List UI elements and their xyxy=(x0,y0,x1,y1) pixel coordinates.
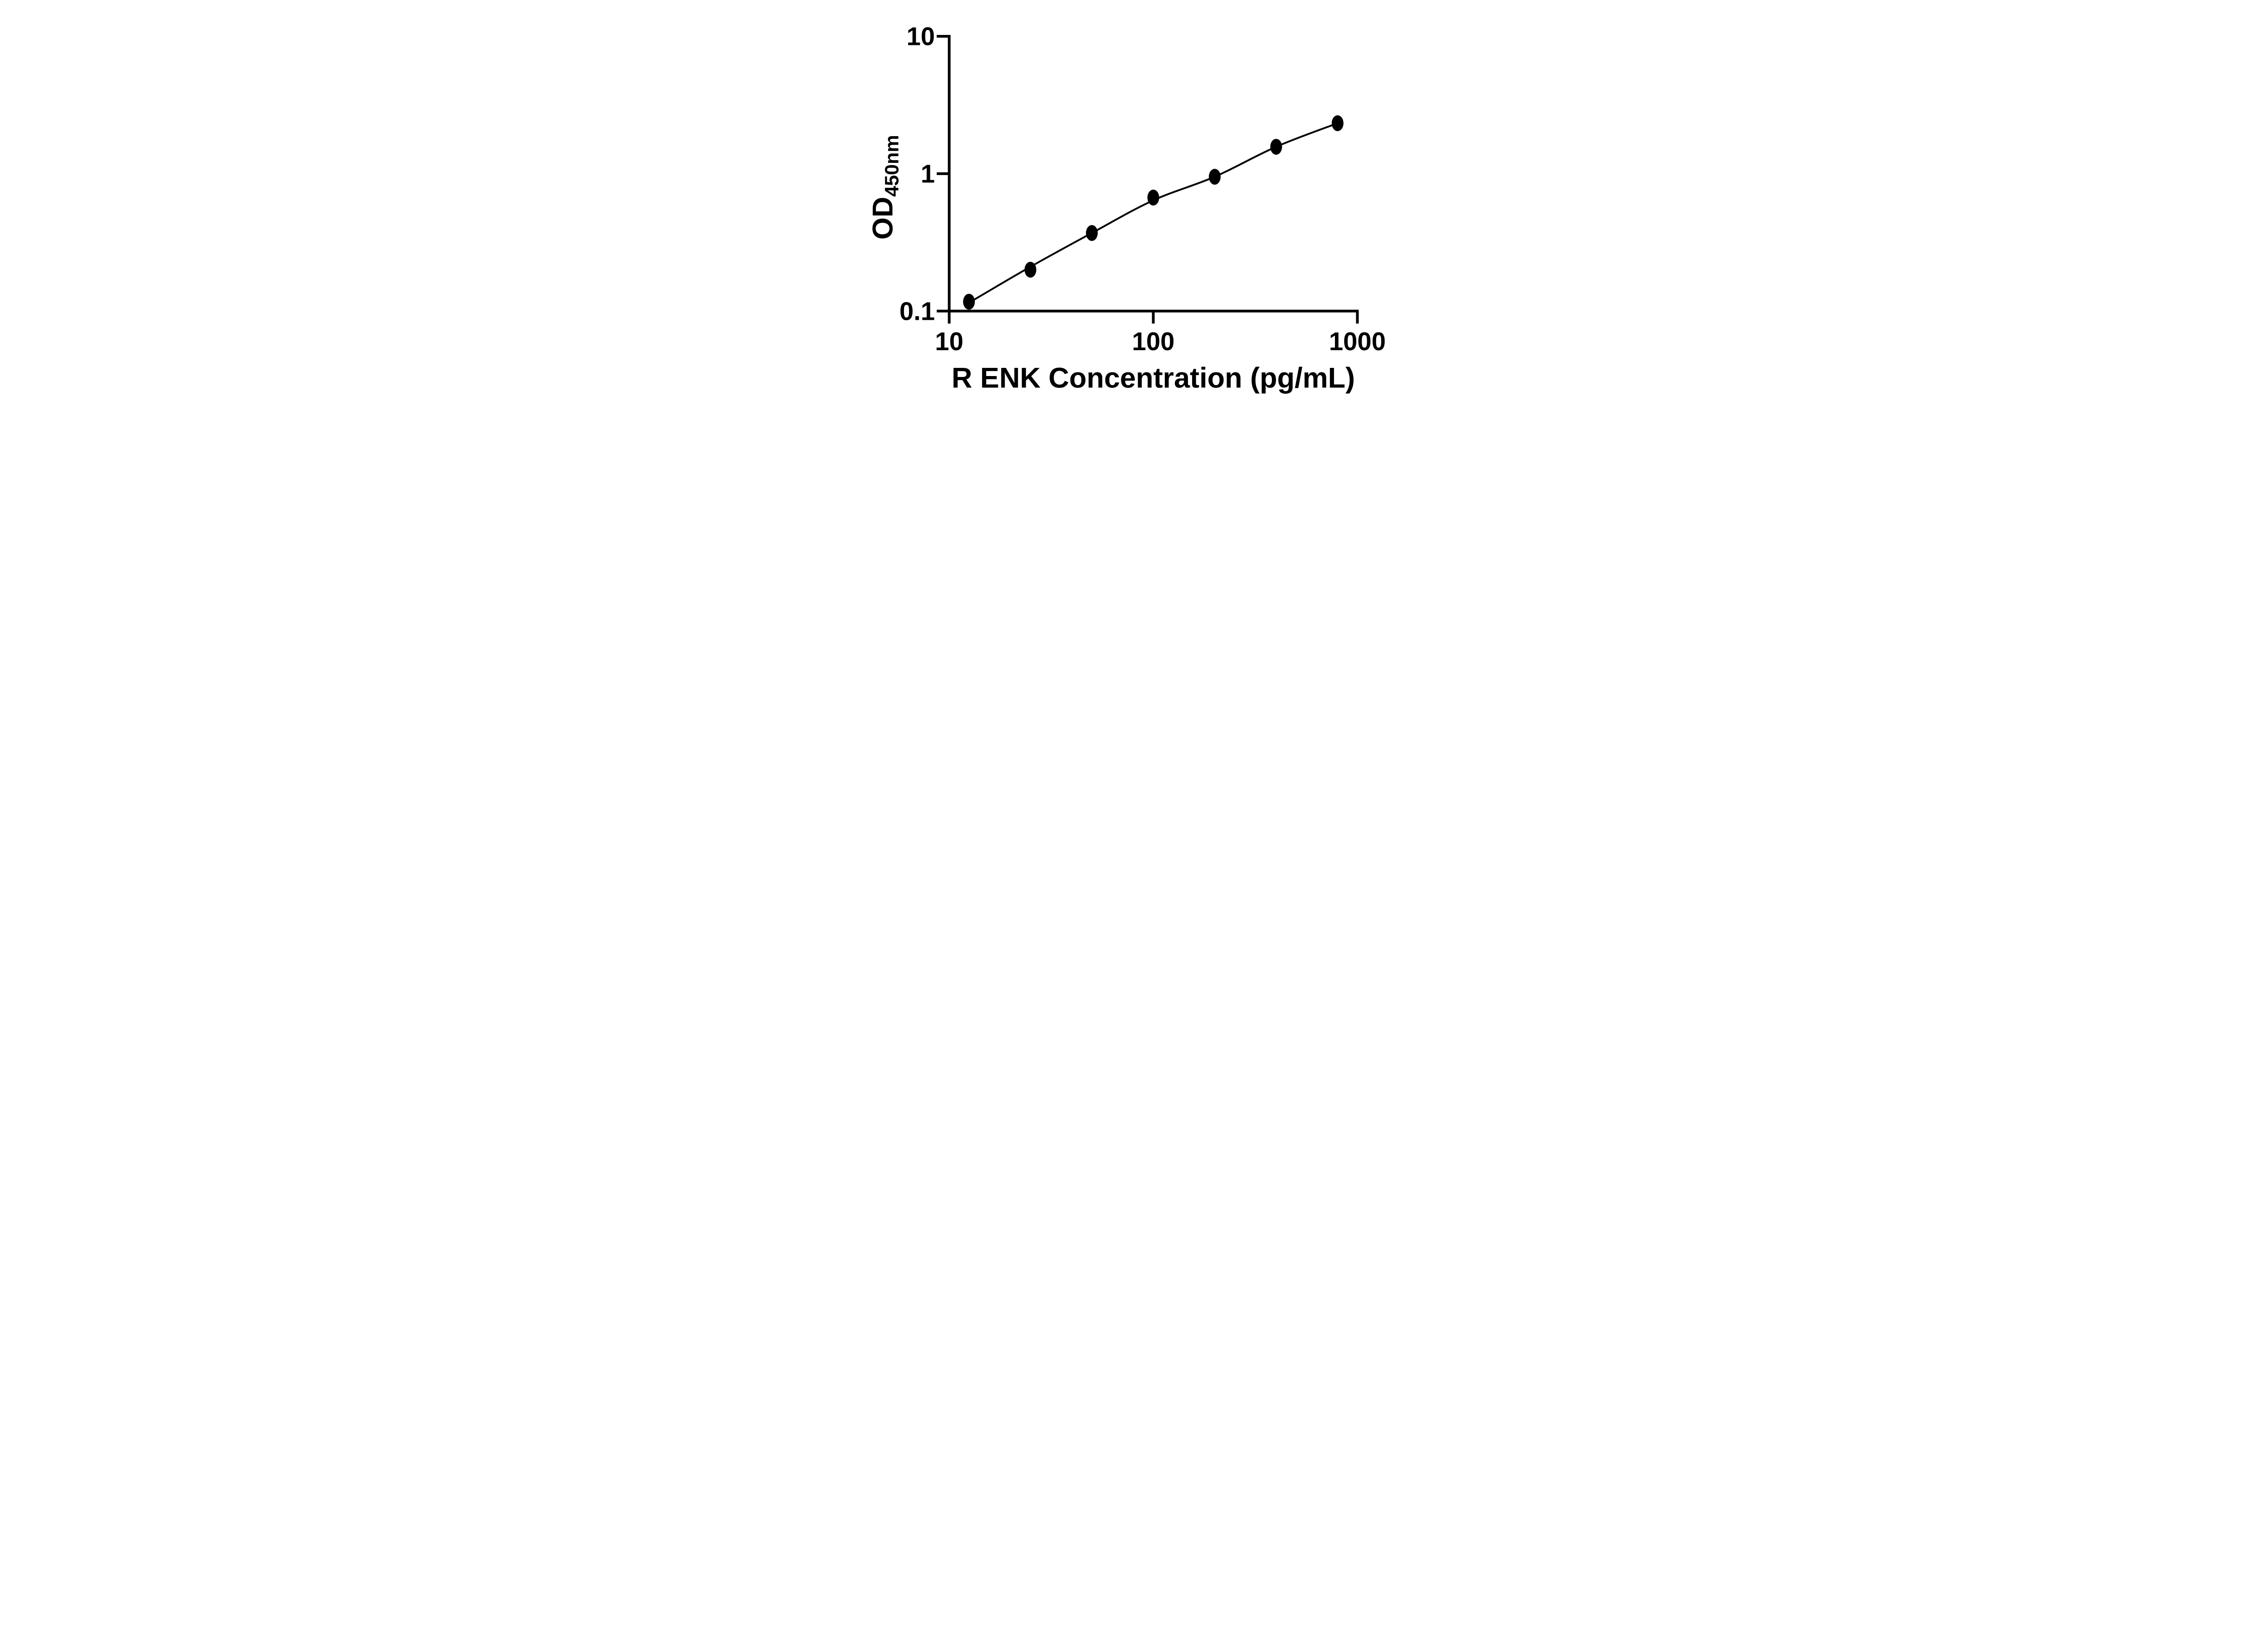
data-point xyxy=(963,293,975,310)
elisa-standard-curve-figure: 0.1 1 10 10 100 1000 R ENK Concentration (pg/m… xyxy=(848,0,1420,409)
fit-curve xyxy=(968,122,1338,304)
data-point xyxy=(1208,169,1221,185)
y-axis-title: OD450nm xyxy=(867,135,903,240)
data-point xyxy=(1270,139,1282,155)
standard-curve-chart: 0.1 1 10 10 100 1000 R ENK Concentration (pg/m… xyxy=(848,0,1420,409)
x-tick-label: 1000 xyxy=(1329,327,1385,356)
y-tick-label: 1 xyxy=(920,160,934,188)
y-axis-title-main: OD xyxy=(867,197,899,240)
x-tick-label: 100 xyxy=(1132,327,1174,356)
data-point xyxy=(1331,115,1344,132)
data-point xyxy=(1147,190,1159,206)
y-tick-label: 10 xyxy=(906,22,935,51)
y-axis-title-subscript: 450nm xyxy=(881,135,903,197)
data-point xyxy=(1085,225,1098,241)
y-tick-label: 0.1 xyxy=(899,297,934,325)
x-axis-title: R ENK Concentration (pg/mL) xyxy=(951,362,1354,394)
x-tick-label: 10 xyxy=(935,327,963,356)
data-point xyxy=(1024,262,1036,278)
